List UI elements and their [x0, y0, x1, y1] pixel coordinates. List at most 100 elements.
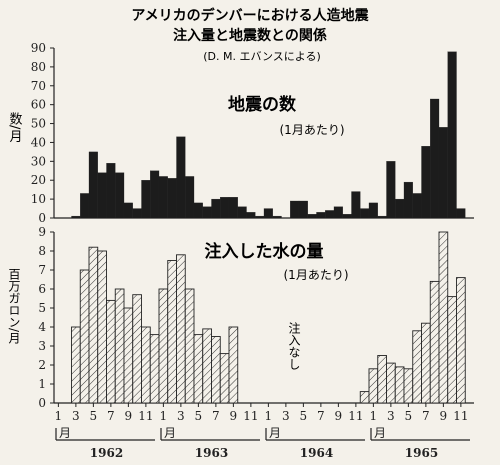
- water-bar: [149, 334, 160, 404]
- quake-bar: [202, 206, 212, 219]
- quake-bar: [272, 215, 282, 219]
- quake-bar: [228, 197, 238, 219]
- water-bar: [202, 328, 212, 404]
- water-bar: [368, 368, 379, 404]
- month-tick-label: 7: [107, 409, 115, 423]
- year-label: 1962: [90, 446, 123, 460]
- water-y-tick-label: 2: [38, 358, 46, 372]
- quake-bar: [342, 214, 352, 219]
- month-tick-label: 7: [422, 409, 430, 423]
- quake-bar: [386, 161, 396, 219]
- quake-y-label: 数/月: [7, 112, 23, 144]
- quake-y-tick-label: 30: [31, 154, 46, 168]
- attribution: (D. M. エバンスによる): [203, 50, 321, 63]
- quake-bar: [71, 215, 81, 219]
- water-bar: [447, 296, 457, 404]
- water-bar: [211, 336, 221, 404]
- water-bar: [167, 260, 177, 404]
- year-label: 1964: [300, 446, 333, 460]
- water-bar: [88, 246, 99, 404]
- water-panel-title: 注入した水の量: [205, 241, 324, 262]
- water-panel: 0 1 2 3 4 5 6 7 8 9 注入した水の量 (1月あたり) 百万ガロン/月 注入なし: [7, 225, 474, 410]
- quake-y-tick-label: 80: [31, 60, 46, 74]
- quake-bar: [403, 181, 413, 219]
- month-tick-label: 11: [453, 409, 468, 423]
- water-bar: [71, 326, 81, 404]
- quake-bar: [132, 208, 142, 219]
- quake-bar: [158, 176, 168, 219]
- quake-bar: [263, 208, 273, 219]
- water-bars: [71, 231, 466, 404]
- quake-bar: [88, 151, 98, 219]
- month-tick-label: 11: [243, 409, 258, 423]
- month-tick-label: 5: [195, 409, 203, 423]
- month-tick-label: 11: [348, 409, 363, 423]
- month-unit-label: 月: [269, 426, 281, 440]
- water-bar: [421, 322, 431, 404]
- quake-bar: [307, 214, 317, 219]
- water-bar: [456, 277, 466, 404]
- quake-bar: [368, 202, 378, 219]
- water-bar: [359, 391, 370, 404]
- month-tick-label: 3: [72, 409, 80, 423]
- water-y-tick-label: 1: [38, 377, 46, 391]
- water-y-tick-label: 5: [38, 301, 46, 315]
- year-label: 1965: [405, 446, 438, 460]
- water-bar: [176, 254, 186, 404]
- quake-y-tick-label: 40: [31, 135, 46, 149]
- month-tick-label: 1: [55, 409, 63, 423]
- quake-bar: [176, 136, 186, 219]
- water-bar: [141, 326, 151, 404]
- water-bar: [114, 288, 125, 404]
- quake-panel-subtitle: (1月あたり): [280, 123, 345, 137]
- water-y-tick-label: 7: [38, 263, 46, 277]
- quake-bar: [430, 98, 440, 219]
- quake-y-tick-label: 10: [31, 192, 46, 206]
- quake-bar: [325, 210, 335, 219]
- month-tick-label: 7: [317, 409, 325, 423]
- month-tick-label: 9: [335, 409, 343, 423]
- year-labels: 月 1962 月 1963 月 1964 月 1965: [55, 426, 470, 460]
- water-panel-subtitle: (1月あたり): [284, 268, 349, 282]
- quake-bar: [123, 202, 133, 219]
- quake-bar: [246, 212, 256, 219]
- quake-panel-title: 地震の数: [228, 94, 297, 115]
- month-tick-label: 3: [282, 409, 290, 423]
- quake-bar: [185, 176, 195, 219]
- month-unit-label: 月: [374, 426, 386, 440]
- water-bar: [123, 307, 134, 404]
- water-y-tick-label: 8: [38, 244, 46, 258]
- month-tick-label: 5: [405, 409, 413, 423]
- water-y-label: 百万ガロン/月: [7, 268, 21, 345]
- quake-bar: [412, 193, 422, 219]
- quake-bar: [377, 215, 387, 219]
- quake-bar: [316, 212, 326, 219]
- quake-y-ticks: 0 10 20 30 40 50 60 70 80 90: [31, 41, 54, 225]
- quake-y-tick-label: 60: [31, 98, 46, 112]
- quake-bar: [351, 191, 361, 219]
- quake-bars: [71, 51, 466, 219]
- quake-bar: [237, 206, 247, 219]
- water-y-tick-label: 0: [38, 396, 46, 410]
- water-bar: [158, 288, 169, 404]
- water-y-tick-label: 3: [38, 339, 46, 353]
- month-tick-label: 7: [212, 409, 220, 423]
- quake-y-tick-label: 50: [31, 117, 46, 131]
- quake-bar: [220, 197, 230, 219]
- year-label: 1963: [195, 446, 228, 460]
- month-unit-label: 月: [59, 426, 71, 440]
- quake-bar: [290, 200, 300, 219]
- water-bar: [219, 353, 230, 404]
- month-unit-label: 月: [164, 426, 176, 440]
- water-bar: [106, 299, 116, 404]
- quake-y-tick-label: 0: [38, 211, 46, 225]
- quake-bar: [150, 170, 160, 219]
- quake-bar: [421, 146, 431, 219]
- water-bar: [377, 355, 387, 404]
- month-tick-label: 5: [300, 409, 308, 423]
- month-tick-label: 9: [230, 409, 238, 423]
- month-tick-label: 9: [125, 409, 133, 423]
- water-y-tick-label: 9: [38, 225, 46, 239]
- quake-bar: [167, 178, 177, 219]
